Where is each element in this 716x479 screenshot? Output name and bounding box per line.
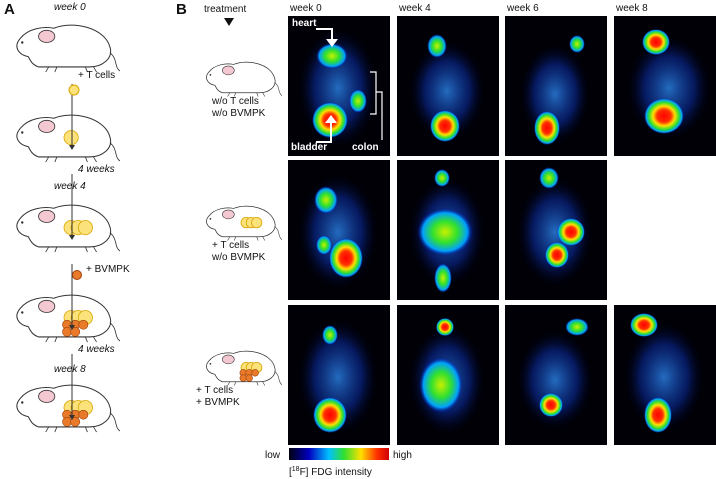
uptake <box>642 29 670 55</box>
pet-image <box>614 16 716 156</box>
row-label: + T cells <box>212 240 249 251</box>
uptake <box>539 393 563 417</box>
mouse <box>16 24 120 73</box>
annotation: colon <box>352 142 379 153</box>
uptake <box>630 313 658 337</box>
uptake <box>569 35 585 53</box>
t-cell <box>251 216 263 229</box>
colorbar-caption: [18F] FDG intensity <box>289 466 372 478</box>
uptake <box>419 357 463 413</box>
uptake <box>644 397 672 433</box>
column-header: week 6 <box>506 3 539 14</box>
pet-image <box>288 305 390 445</box>
bvmpk <box>62 416 72 427</box>
panel-a: week 0 + T cells 4 weeks week 4 + BVMPK 4 wee… <box>16 2 130 433</box>
column-header: week 0 <box>289 3 322 14</box>
t-cell <box>77 220 93 236</box>
uptake <box>316 43 348 69</box>
step-label: + T cells <box>78 70 115 81</box>
colorbar <box>289 448 389 460</box>
annotation: heart <box>292 18 317 29</box>
bvmpk <box>245 374 253 382</box>
uptake <box>349 89 367 113</box>
pet-image <box>397 305 499 445</box>
annotation: bladder <box>291 142 327 153</box>
panel-label: B <box>176 1 187 18</box>
colorbar-low: low <box>265 450 281 461</box>
step-label: week 8 <box>54 364 86 375</box>
arrow-head <box>69 235 75 240</box>
row-label: w/o BVMPK <box>211 108 266 119</box>
uptake <box>417 208 473 256</box>
uptake <box>329 238 363 278</box>
uptake <box>517 330 593 430</box>
uptake <box>314 186 338 214</box>
t-cell <box>68 84 80 96</box>
arrow-head <box>69 415 75 420</box>
colon-bracket <box>370 71 383 140</box>
pet-image <box>288 160 390 300</box>
triangle <box>224 18 234 26</box>
column-header: week 8 <box>615 3 648 14</box>
uptake <box>313 397 347 433</box>
colorbar-high: high <box>393 450 412 461</box>
row-label: w/o T cells <box>211 96 259 107</box>
arrow-head <box>325 115 337 123</box>
uptake <box>539 167 559 189</box>
uptake <box>517 177 593 287</box>
uptake <box>565 318 589 336</box>
pet-image <box>397 16 499 156</box>
uptake <box>322 325 338 345</box>
step-label: 4 weeks <box>78 164 115 175</box>
annotation-arrow <box>316 122 332 143</box>
step-label: + BVMPK <box>86 264 130 275</box>
mouse <box>206 61 282 97</box>
caption-sup: 18 <box>292 466 300 473</box>
uptake <box>430 110 460 142</box>
row-label: w/o BVMPK <box>211 252 266 263</box>
pet-image <box>614 305 716 445</box>
bvmpk <box>251 369 259 377</box>
caption-rest: F] FDG intensity <box>300 467 372 478</box>
uptake <box>316 235 332 255</box>
t-cell <box>63 130 79 146</box>
arrow-head <box>326 39 338 47</box>
uptake <box>534 111 560 145</box>
pet-image <box>505 16 607 156</box>
arrow-head <box>69 325 75 330</box>
bvmpk <box>78 319 89 330</box>
uptake <box>409 41 485 141</box>
pet-image <box>505 160 607 300</box>
row-label: + T cells <box>196 385 233 396</box>
bvmpk <box>78 409 89 420</box>
pet-image <box>288 16 390 156</box>
bvmpk <box>62 326 72 337</box>
uptake <box>644 98 684 134</box>
bvmpk <box>70 416 81 427</box>
step-label: week 0 <box>54 2 86 13</box>
step-label: week 4 <box>54 181 86 192</box>
uptake <box>427 34 447 58</box>
column-header: week 4 <box>398 3 431 14</box>
panel-label: A <box>4 1 15 18</box>
bvmpk <box>70 326 81 337</box>
pet-image <box>397 160 499 300</box>
uptake <box>434 169 450 187</box>
uptake <box>557 218 585 246</box>
arrow-head <box>69 145 75 150</box>
treatment-label: treatment <box>204 4 246 15</box>
uptake <box>436 318 454 336</box>
uptake <box>434 263 452 293</box>
uptake <box>624 322 704 432</box>
caption-prefix: [ <box>289 467 292 478</box>
uptake <box>545 242 569 268</box>
step-label: 4 weeks <box>78 344 115 355</box>
bvmpk <box>72 270 82 280</box>
pet-image <box>505 305 607 445</box>
row-label: + BVMPK <box>196 397 240 408</box>
annotation-arrow <box>316 28 333 40</box>
